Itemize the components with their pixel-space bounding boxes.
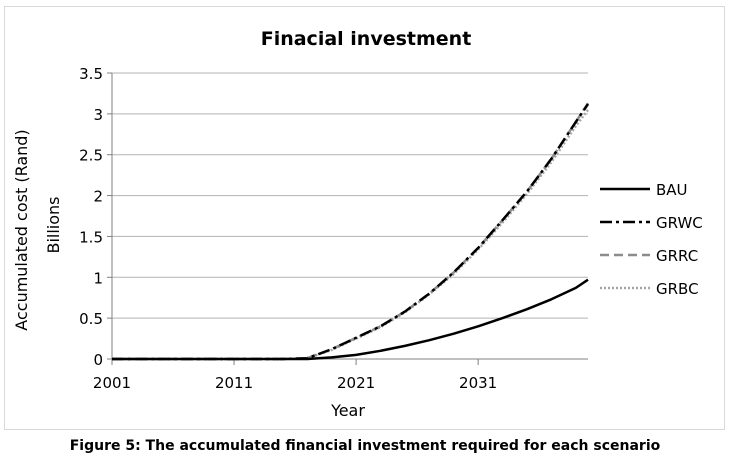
x-tick-labels: 2001 2011 2021 2031 bbox=[93, 374, 497, 392]
y-tick-labels: 0 0.5 1 1.5 2 2.5 3 3.5 bbox=[79, 65, 103, 369]
y-tick-label: 1 bbox=[93, 269, 103, 287]
legend-label-grrc: GRRC bbox=[656, 247, 698, 265]
gridlines bbox=[112, 72, 588, 319]
x-tick-label: 2011 bbox=[215, 374, 253, 392]
legend-label-grwc: GRWC bbox=[656, 214, 703, 232]
y-tick-label: 3.5 bbox=[79, 65, 103, 83]
axes bbox=[107, 72, 588, 365]
y-tick-label: 0.5 bbox=[79, 310, 103, 328]
series-line-bau bbox=[112, 278, 589, 361]
legend: BAU GRWC GRRC GRBC bbox=[600, 181, 703, 298]
x-tick-label: 2031 bbox=[459, 374, 497, 392]
y-tick-label: 2 bbox=[93, 188, 103, 206]
legend-label-bau: BAU bbox=[656, 181, 688, 199]
y-tick-label: 1.5 bbox=[79, 228, 103, 246]
y-axis-label: Accumulated cost (Rand) bbox=[12, 129, 31, 330]
x-tick-label: 2001 bbox=[93, 374, 131, 392]
series-lines bbox=[112, 102, 590, 361]
figure-caption: Figure 5: The accumulated financial inve… bbox=[69, 438, 661, 454]
y-tick-label: 2.5 bbox=[79, 147, 103, 165]
series-line-grbc bbox=[112, 109, 590, 361]
y-tick-label: 0 bbox=[93, 351, 103, 369]
x-axis-label: Year bbox=[330, 401, 365, 420]
x-tick-label: 2021 bbox=[337, 374, 375, 392]
line-chart: Finacial investment Accumulated cost (Ra… bbox=[12, 28, 703, 420]
y-tick-label: 3 bbox=[93, 106, 103, 124]
series-line-grrc bbox=[112, 102, 590, 361]
y-axis-unit-label: Billions bbox=[44, 196, 63, 253]
series-line-grwc bbox=[112, 103, 590, 361]
legend-label-grbc: GRBC bbox=[656, 280, 699, 298]
chart-title: Finacial investment bbox=[261, 28, 472, 50]
